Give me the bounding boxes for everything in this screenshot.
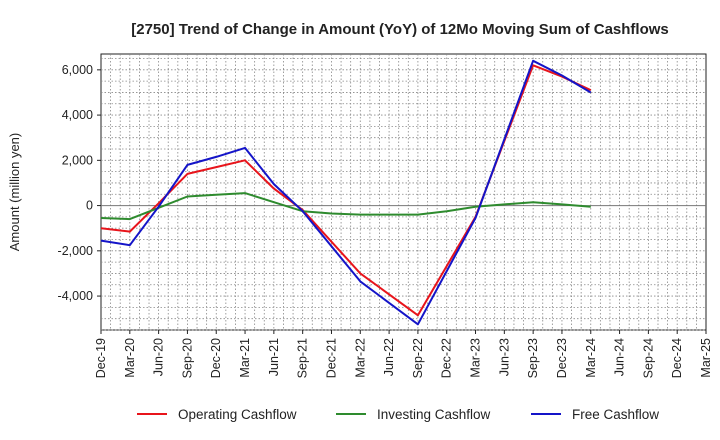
x-tick-label: Mar-22 [353,338,367,378]
x-tick-label: Mar-21 [238,338,252,378]
x-tick-label: Sep-23 [526,338,540,378]
legend-label-operating-cashflow: Operating Cashflow [178,407,297,422]
legend-label-free-cashflow: Free Cashflow [572,407,659,422]
legend: Operating Cashflow Investing Cashflow Free… [137,407,659,422]
x-tick-label: Dec-23 [555,338,569,378]
series-line-free-cashflow [100,59,592,326]
y-tick-label: 6,000 [62,63,93,77]
y-axis-label: Amount (million yen) [7,133,22,252]
x-tick-label: Mar-23 [469,338,483,378]
y-tick-label: -2,000 [58,244,93,258]
y-tick-label: 4,000 [62,108,93,122]
x-tick-label: Mar-25 [699,338,713,378]
x-tick-label: Jun-23 [497,338,511,376]
x-tick-label: Dec-24 [670,338,684,378]
x-tick-label: Mar-20 [123,338,137,378]
x-tick-label: Dec-20 [209,338,223,378]
chart-title: [2750] Trend of Change in Amount (YoY) o… [131,21,669,38]
legend-label-investing-cashflow: Investing Cashflow [377,407,491,422]
x-tick-label: Sep-24 [641,338,655,378]
x-tick-label: Jun-24 [613,338,627,376]
x-tick-label: Jun-21 [267,338,281,376]
x-tick-label: Jun-20 [152,338,166,376]
y-tick-label: -4,000 [58,289,93,303]
x-tick-label: Dec-19 [94,338,108,378]
x-tick-label: Sep-22 [411,338,425,378]
x-tick-label: Sep-20 [180,338,194,378]
y-tick-label: 2,000 [62,153,93,167]
plot-frame [100,53,707,331]
x-tick-label: Dec-21 [324,338,338,378]
x-tick-label: Jun-22 [382,338,396,376]
x-tick-label: Sep-21 [296,338,310,378]
series-line-investing-cashflow [100,192,591,221]
plot-area: -4,000 -2,000 0 2,000 4,000 6,000 Dec-19 Mar-20… [58,53,713,378]
x-tick-label: Mar-24 [584,338,598,378]
y-tick-label: 0 [86,199,93,213]
x-tick-label: Dec-22 [440,338,454,378]
